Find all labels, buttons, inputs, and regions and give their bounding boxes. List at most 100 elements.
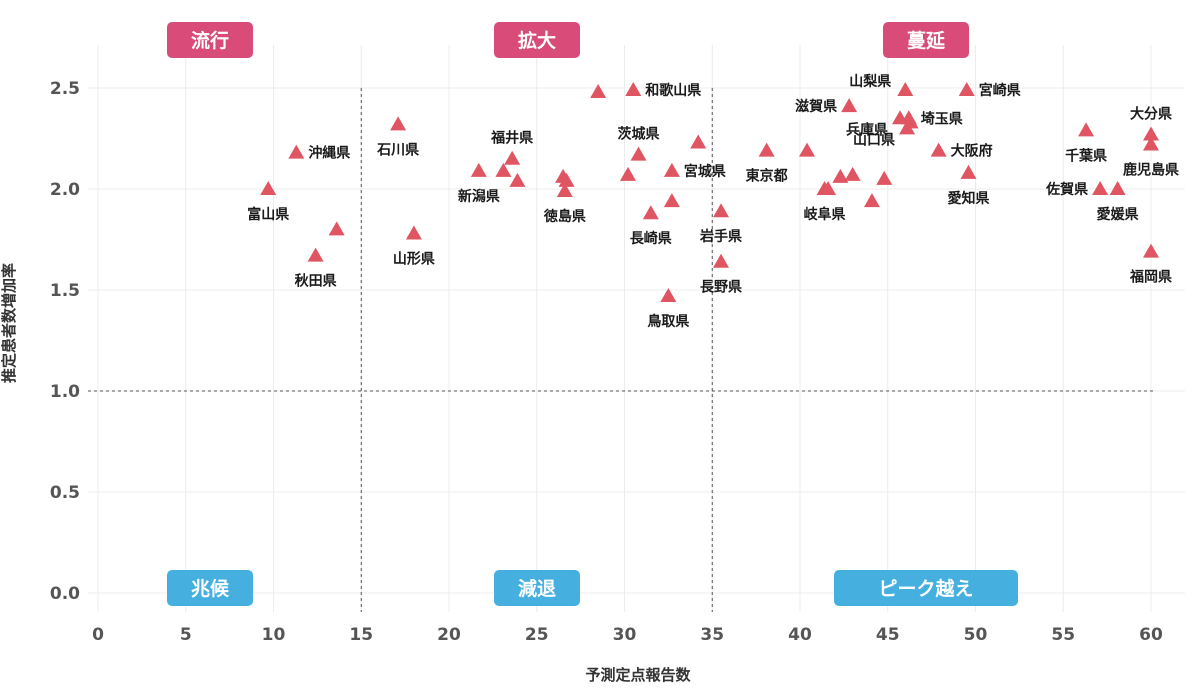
data-point-triangle [495, 162, 512, 177]
x-tick-label: 45 [876, 625, 900, 645]
data-point-triangle [660, 288, 677, 303]
data-point-triangle [876, 170, 893, 185]
point-label: 長崎県 [630, 230, 672, 247]
data-point-triangle [504, 150, 521, 165]
data-point-triangle [328, 221, 345, 236]
data-point-triangle [642, 205, 659, 220]
data-point-triangle [556, 183, 573, 198]
point-label: 福岡県 [1129, 269, 1172, 286]
point-label: 秋田県 [295, 273, 337, 290]
quadrant-label: 減退 [518, 577, 556, 600]
data-point-triangle [509, 172, 526, 187]
x-tick-label: 60 [1139, 625, 1163, 645]
point-label: 大分県 [1130, 105, 1172, 122]
point-label: 鳥取県 [647, 313, 689, 330]
data-point-triangle [625, 82, 642, 97]
quadrant-badge-bg [167, 570, 253, 606]
data-point-triangle [260, 181, 277, 195]
point-label: 宮崎県 [979, 82, 1021, 99]
y-tick-label: 1.5 [50, 281, 80, 301]
data-point-triangle [820, 181, 837, 195]
data-point-triangle [958, 82, 975, 97]
data-point-triangle [690, 134, 707, 149]
y-axis-title: 推定患者数増加率 [0, 263, 18, 383]
y-tick-label: 0.0 [50, 584, 80, 604]
point-label: 石川県 [376, 142, 419, 158]
data-point-triangle [590, 84, 607, 99]
data-point-triangle [307, 247, 324, 262]
quadrant-label: 拡大 [518, 29, 556, 52]
data-point-triangle [1143, 126, 1159, 141]
quadrant-badge: 流行 [167, 22, 253, 58]
quadrant-badge: 蔓延 [883, 22, 969, 58]
data-point-triangle [630, 146, 647, 161]
point-label: 和歌山県 [645, 82, 701, 99]
data-point-triangle [897, 82, 914, 97]
data-point-triangle [1078, 122, 1095, 137]
y-tick-label: 2.0 [50, 180, 80, 200]
quadrant-badge-bg [883, 22, 969, 58]
point-label: 兵庫県 [846, 121, 888, 138]
data-point-triangle [288, 144, 305, 159]
quadrant-label: 蔓延 [907, 30, 946, 52]
data-point-triangle [713, 203, 730, 218]
data-point-triangle [758, 142, 775, 157]
data-point-triangle [841, 98, 858, 113]
data-point-triangle [470, 162, 487, 177]
point-label: 東京都 [746, 168, 788, 185]
data-point-triangle [390, 116, 407, 131]
point-label: 鹿児島県 [1122, 162, 1179, 179]
x-tick-label: 5 [180, 625, 192, 645]
quadrant-label: 兆候 [191, 577, 230, 600]
quadrant-badge: 兆候 [167, 570, 253, 606]
x-tick-label: 55 [1051, 625, 1075, 645]
data-point-triangle [1143, 136, 1159, 151]
point-label: 滋賀県 [795, 98, 837, 115]
point-label: 佐賀県 [1045, 181, 1088, 198]
data-point-triangle [1092, 181, 1109, 195]
quadrant-badge: 減退 [494, 570, 580, 606]
reference-lines [88, 88, 1155, 612]
point-label: 岐阜県 [804, 206, 846, 223]
data-point-triangle [620, 166, 637, 181]
point-label: 山口県 [853, 132, 895, 148]
quadrant-badge: 拡大 [494, 22, 580, 58]
data-point-triangle [558, 172, 575, 187]
data-point-triangle [663, 162, 680, 177]
point-label: 愛知県 [947, 190, 989, 207]
point-label: 長野県 [700, 280, 742, 296]
point-label: 千葉県 [1065, 147, 1107, 164]
point-label: 沖縄県 [308, 145, 350, 162]
point-label: 山形県 [393, 250, 435, 267]
point-label: 岩手県 [699, 228, 742, 245]
data-point-triangle [663, 193, 680, 208]
quadrant-badge: ピーク越え [834, 570, 1018, 606]
quadrant-label: 流行 [191, 29, 229, 52]
data-point-triangle [832, 168, 849, 183]
point-label: 愛媛県 [1097, 206, 1139, 223]
data-point-triangle [960, 164, 977, 179]
point-label: 山梨県 [849, 73, 891, 90]
data-point-triangle [844, 166, 861, 181]
quadrant-badge-bg [834, 570, 1018, 606]
point-label: 富山県 [247, 206, 289, 223]
data-point-triangle [902, 114, 919, 129]
quadrant-label: ピーク越え [878, 577, 973, 600]
quadrant-badge-bg [494, 570, 580, 606]
x-tick-label: 10 [262, 625, 286, 645]
point-label: 大阪府 [951, 143, 993, 160]
x-tick-label: 30 [613, 625, 637, 645]
x-axis-title: 予測定点報告数 [585, 666, 691, 684]
x-tick-label: 35 [700, 625, 724, 645]
data-point-triangle [1143, 243, 1159, 258]
point-label: 徳島県 [543, 208, 586, 225]
x-tick-label: 50 [964, 625, 988, 645]
y-tick-label: 0.5 [50, 483, 80, 503]
x-axis-ticks: 0 5 10 15 20 25 30 35 40 45 50 55 60 [92, 625, 1163, 645]
x-tick-label: 25 [525, 625, 549, 645]
point-label: 福井県 [490, 130, 533, 147]
x-tick-label: 15 [349, 625, 373, 645]
